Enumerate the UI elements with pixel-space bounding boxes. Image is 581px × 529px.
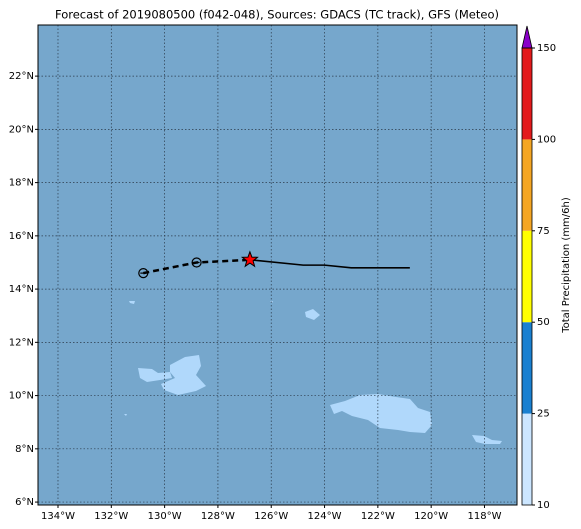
x-tick-label: 128°W — [201, 511, 235, 522]
track-point — [191, 257, 202, 268]
colorbar-label: Total Precipitation (mm/6h) — [561, 197, 572, 334]
colorbar-frame — [521, 47, 533, 506]
forecast-track — [249, 259, 410, 269]
land — [124, 301, 502, 444]
colorbar-tick-label: 50 — [537, 317, 550, 328]
colorbar-tick-label: 25 — [537, 409, 550, 420]
colorbar-segment — [522, 139, 532, 231]
track-point — [138, 268, 149, 279]
colorbar-segment — [522, 322, 532, 414]
y-tick-label: 6°N — [15, 497, 34, 508]
map-frame — [37, 24, 518, 506]
x-tick-label: 132°W — [94, 511, 128, 522]
map-title: Forecast of 2019080500 (f042-048), Sourc… — [55, 8, 499, 22]
y-tick-label: 14°N — [9, 284, 34, 295]
colorbar-extend — [521, 25, 533, 49]
colorbar-segment — [522, 48, 532, 140]
y-tick-label: 12°N — [9, 337, 34, 348]
x-tick-label: 120°W — [414, 511, 448, 522]
y-tick-label: 10°N — [9, 391, 34, 402]
colorbar-tick-label: 100 — [537, 134, 556, 145]
x-tick-label: 130°W — [148, 511, 182, 522]
colorbar-tick-label: 150 — [537, 43, 556, 54]
x-tick-label: 134°W — [41, 511, 75, 522]
x-tick-label: 122°W — [361, 511, 395, 522]
y-tick-label: 20°N — [9, 124, 34, 135]
x-tick-label: 126°W — [254, 511, 288, 522]
ocean — [38, 25, 517, 505]
current-position — [240, 250, 259, 268]
colorbar-segment — [522, 413, 532, 505]
x-tick-label: 124°W — [308, 511, 342, 522]
y-tick-label: 8°N — [15, 444, 34, 455]
colorbar-segment — [522, 230, 532, 323]
colorbar-tick-label: 75 — [537, 226, 550, 237]
y-tick-label: 18°N — [9, 178, 34, 189]
colorbar-tick-label: 10 — [537, 500, 550, 511]
x-tick-label: 118°W — [467, 511, 501, 522]
y-tick-label: 16°N — [9, 231, 34, 242]
y-tick-label: 22°N — [9, 71, 34, 82]
